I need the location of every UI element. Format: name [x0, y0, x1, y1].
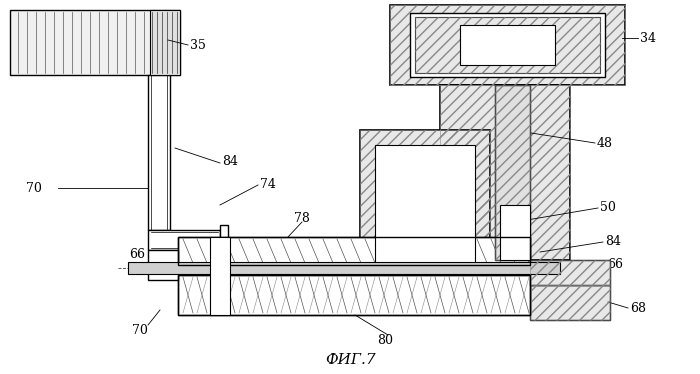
Bar — [440, 85, 570, 260]
Bar — [178, 275, 530, 315]
Bar — [178, 237, 530, 265]
Bar — [495, 85, 530, 260]
Bar — [390, 5, 625, 85]
Text: 72: 72 — [384, 209, 400, 223]
Bar — [178, 237, 530, 265]
Bar — [415, 17, 600, 73]
Text: 68: 68 — [630, 301, 646, 315]
Bar — [375, 145, 475, 265]
Bar — [530, 285, 610, 320]
Bar — [460, 25, 555, 65]
Bar — [148, 230, 220, 250]
Bar — [500, 205, 530, 260]
Text: 48: 48 — [597, 137, 613, 150]
Text: 66: 66 — [607, 258, 623, 272]
Bar — [210, 237, 230, 315]
Bar — [150, 10, 180, 75]
Bar — [415, 17, 600, 73]
Bar — [390, 5, 625, 85]
Bar — [495, 85, 530, 260]
Text: 70: 70 — [132, 324, 148, 337]
Bar — [530, 285, 610, 320]
Bar — [360, 130, 490, 280]
Text: 34: 34 — [640, 31, 656, 45]
Bar — [148, 250, 178, 280]
Bar — [440, 85, 570, 260]
Text: 84: 84 — [605, 234, 621, 248]
Bar — [128, 262, 560, 274]
Bar — [178, 275, 530, 315]
Bar — [410, 13, 605, 77]
Text: ФИГ.7: ФИГ.7 — [325, 353, 375, 367]
Text: 80: 80 — [377, 334, 393, 346]
Text: 74: 74 — [260, 178, 276, 190]
Text: 84: 84 — [222, 154, 238, 168]
Text: 50: 50 — [600, 200, 616, 214]
Bar — [530, 260, 610, 285]
Bar — [360, 130, 490, 280]
Text: 28: 28 — [392, 163, 408, 177]
Text: 78: 78 — [294, 212, 310, 224]
Text: 35: 35 — [190, 39, 206, 52]
Bar — [530, 260, 610, 285]
Bar — [148, 75, 170, 230]
Text: 70: 70 — [26, 181, 42, 194]
Text: 66: 66 — [129, 248, 145, 261]
Bar — [220, 225, 228, 250]
Bar — [10, 10, 180, 75]
